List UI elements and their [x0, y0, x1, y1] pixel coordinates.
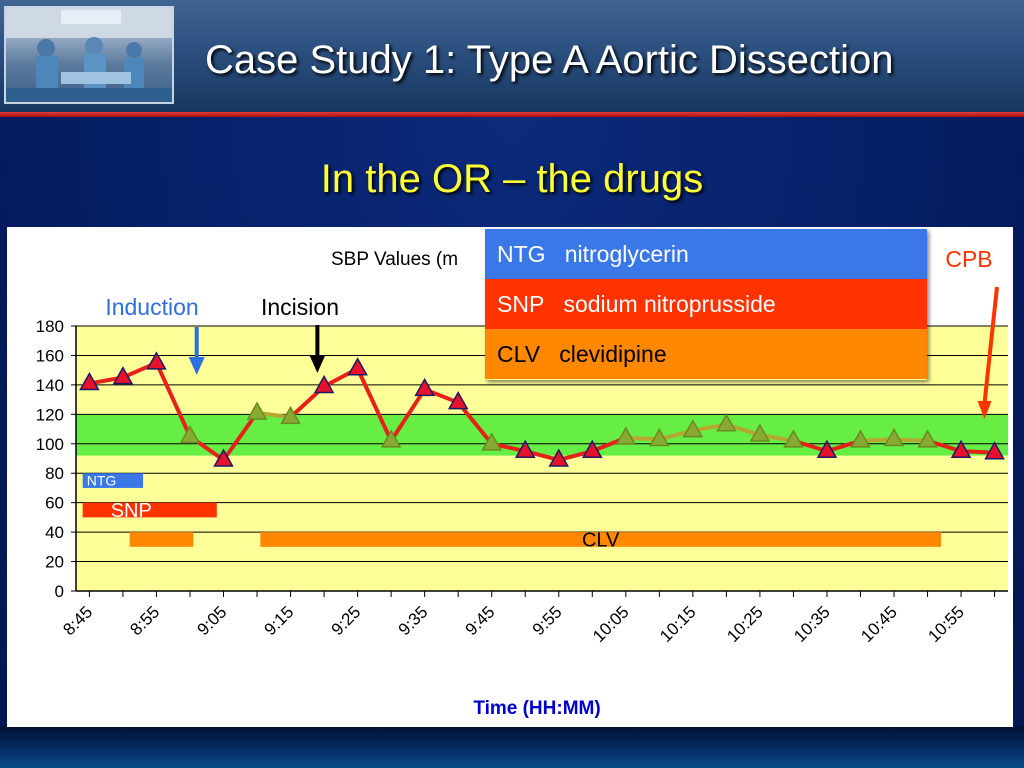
x-tick-label: 9:15 — [261, 602, 298, 639]
sbp-point — [347, 357, 368, 376]
surgery-photo — [4, 6, 174, 104]
legend-name: nitroglycerin — [564, 240, 689, 267]
y-tick-label: 60 — [45, 494, 64, 513]
y-tick-label: 20 — [45, 553, 64, 572]
sbp-point — [514, 439, 536, 458]
x-tick-label: 10:55 — [924, 602, 968, 646]
x-tick-label: 8:55 — [126, 602, 163, 639]
annotation-induction: Induction — [105, 294, 198, 320]
sbp-point — [850, 429, 871, 448]
sbp-point — [246, 401, 268, 420]
sbp-point — [414, 377, 435, 397]
sbp-point — [179, 424, 201, 444]
y-tick-label: 160 — [36, 346, 64, 365]
incision-arrow-icon — [309, 355, 326, 373]
y-tick-label: 40 — [45, 523, 64, 542]
x-tick-label: 9:25 — [328, 602, 365, 639]
y-tick-label: 100 — [36, 435, 64, 454]
x-axis-label: Time (HH:MM) — [473, 698, 600, 719]
drug-legend: NTG nitroglycerin SNP sodium nitroprussi… — [485, 229, 927, 380]
chart-title: SBP Values (m — [331, 249, 458, 270]
sbp-point — [313, 374, 335, 394]
drug-bar-snp — [82, 502, 217, 518]
legend-abbr: SNP — [497, 290, 545, 317]
cpb-arrow-icon — [977, 401, 992, 419]
y-tick-label: 80 — [45, 464, 64, 483]
surgery-photo-illustration — [6, 8, 172, 102]
sbp-point — [783, 429, 804, 448]
slide-title: Case Study 1: Type A Aortic Dissection — [205, 38, 894, 82]
sbp-point — [112, 366, 134, 385]
legend-abbr: CLV — [497, 340, 541, 367]
sbp-point — [749, 423, 771, 442]
drug-bar-label: SNP — [111, 500, 152, 522]
cpb-arrow-shaft — [982, 286, 999, 404]
drug-bar-ntg — [82, 473, 144, 488]
x-tick-label: 10:35 — [790, 602, 834, 646]
sbp-point — [950, 439, 972, 458]
sbp-point — [716, 413, 737, 432]
sbp-point — [615, 426, 637, 445]
sbp-point — [481, 432, 502, 451]
x-tick-label: 9:05 — [194, 602, 231, 639]
target-range-band — [76, 414, 1008, 456]
drug-bar-clv-early — [129, 532, 194, 547]
x-tick-label: 8:45 — [59, 602, 96, 639]
x-tick-label: 9:35 — [395, 602, 432, 639]
sbp-point — [649, 427, 670, 447]
y-tick-label: 120 — [36, 405, 64, 424]
y-tick-label: 140 — [36, 376, 64, 395]
legend-name: clevidipine — [559, 340, 667, 367]
sbp-point — [984, 441, 1005, 460]
sbp-point — [883, 427, 905, 447]
sbp-point — [582, 439, 603, 458]
sbp-point — [79, 371, 100, 391]
x-tick-label: 10:05 — [589, 602, 633, 646]
annotation-incision: Incision — [261, 294, 339, 320]
sbp-point — [917, 429, 938, 448]
drug-bar-label: CLV — [582, 529, 620, 551]
bottom-decoration — [0, 727, 1024, 768]
sbp-chart-svg: NTG SNP CLV 0 20 40 60 80 100 120 140 160 180 8:45 8:5… — [36, 246, 1008, 719]
x-tick-label: 10:45 — [857, 602, 901, 646]
drug-bar-label: NTG — [87, 473, 117, 489]
induction-arrow-icon — [188, 357, 205, 375]
sbp-point — [380, 429, 402, 448]
x-tick-label: 9:55 — [529, 602, 566, 639]
y-tick-label: 180 — [36, 317, 64, 336]
legend-row-snp: SNP sodium nitroprusside — [485, 279, 927, 329]
x-tick-label: 9:45 — [462, 602, 499, 639]
sbp-line-segment — [154, 361, 192, 438]
sbp-point — [682, 419, 704, 438]
sbp-line-segment — [355, 367, 393, 442]
sbp-line-segment — [221, 411, 259, 462]
y-tick-label: 0 — [55, 582, 64, 601]
x-tick-label: 10:15 — [656, 602, 700, 646]
sbp-point — [213, 448, 234, 467]
legend-name: sodium nitroprusside — [563, 290, 776, 317]
legend-row-ntg: NTG nitroglycerin — [485, 229, 927, 279]
sbp-line-segment — [389, 388, 427, 442]
sbp-point — [447, 391, 469, 410]
drug-bar-clv — [260, 532, 941, 547]
x-tick-label: 10:25 — [723, 602, 767, 646]
legend-abbr: NTG — [497, 240, 546, 267]
sbp-point — [280, 405, 301, 425]
sbp-point — [548, 448, 570, 467]
annotation-cpb: CPB — [945, 246, 992, 272]
sbp-point — [816, 439, 838, 458]
header-divider — [0, 112, 1024, 117]
legend-row-clv: CLV clevidipine — [485, 329, 927, 379]
sbp-line-segment — [456, 401, 494, 446]
slide-subtitle: In the OR – the drugs — [320, 157, 704, 201]
sbp-point — [146, 351, 167, 370]
